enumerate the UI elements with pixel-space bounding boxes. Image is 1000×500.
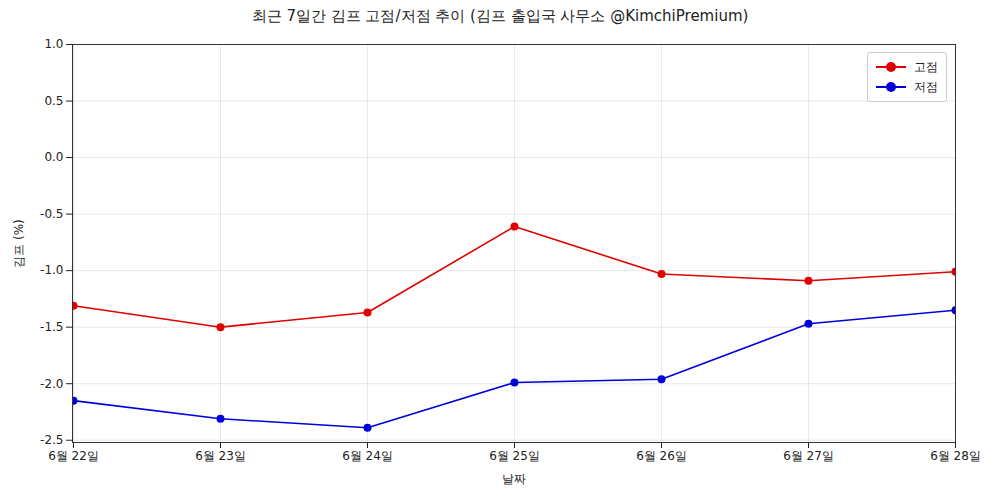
- svg-text:6월 28일: 6월 28일: [930, 449, 981, 463]
- svg-text:0.0: 0.0: [44, 150, 63, 164]
- svg-text:6월 23일: 6월 23일: [195, 449, 246, 463]
- svg-text:-0.5: -0.5: [40, 207, 63, 221]
- svg-text:6월 26일: 6월 26일: [636, 449, 687, 463]
- svg-text:날짜: 날짜: [502, 472, 526, 486]
- svg-text:-2.5: -2.5: [40, 433, 63, 447]
- svg-text:-1.0: -1.0: [40, 263, 63, 277]
- svg-text:6월 24일: 6월 24일: [342, 449, 393, 463]
- html-text:고점: 고점: [914, 59, 938, 74]
- svg-text:김프 (%): 김프 (%): [12, 219, 26, 268]
- svg-text:1.0: 1.0: [44, 37, 63, 51]
- svg-text:6월 27일: 6월 27일: [783, 449, 834, 463]
- html-text:최근 7일간 김프 고점/저점 추이 (김프 출입국 사무소: 최근 7일간 김프 고점/저점 추이 (김프 출입국 사무소 @KimchiPr…: [251, 7, 749, 25]
- svg-text:0.5: 0.5: [44, 94, 63, 108]
- svg-text:-2.0: -2.0: [40, 377, 63, 391]
- svg-text:6월 25일: 6월 25일: [489, 449, 540, 463]
- svg-text:6월 22일: 6월 22일: [48, 449, 99, 463]
- html-text:저점: 저점: [914, 79, 938, 94]
- svg-text:-1.5: -1.5: [40, 320, 63, 334]
